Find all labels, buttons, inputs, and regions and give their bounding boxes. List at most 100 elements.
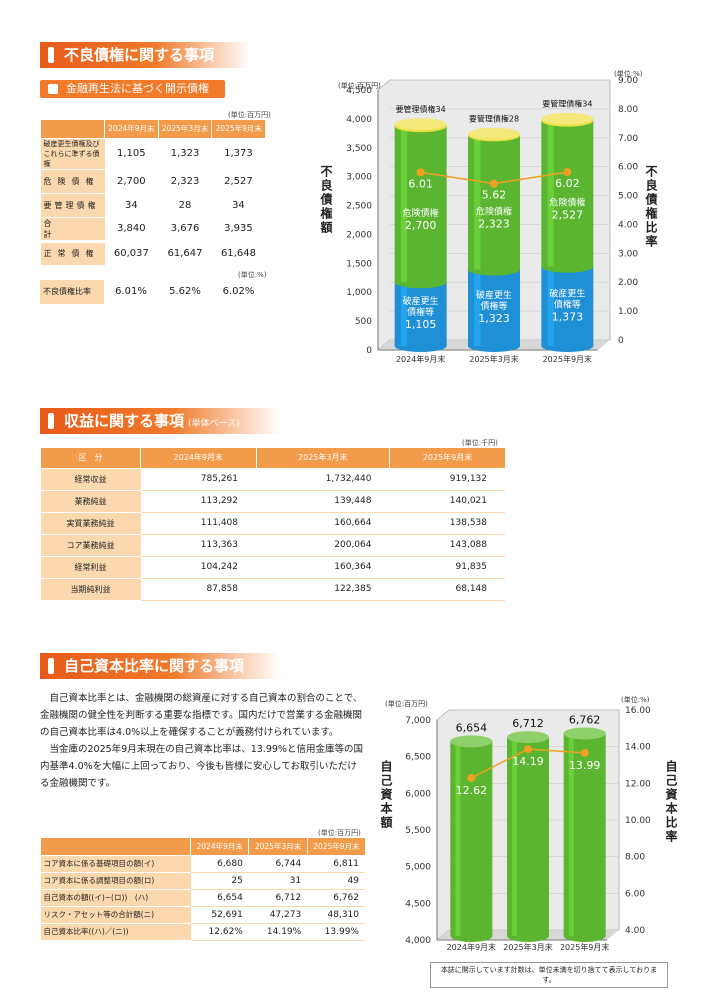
- chart2-ratio-point: [467, 773, 476, 782]
- col-header: 区 分: [40, 448, 141, 469]
- chart1-data-label: 1,323: [478, 312, 510, 325]
- chart1-y2tick: 6.00: [618, 163, 638, 173]
- table-row: 不良債権比率 6.01% 5.62% 6.02%: [40, 280, 265, 305]
- chart1-ratio-point: [416, 168, 425, 177]
- chart1-xtick: 2025年9月末: [543, 354, 592, 364]
- chart1-y2tick: 4.00: [618, 220, 638, 230]
- col-header: 2024年9月末: [189, 838, 249, 856]
- chart1-bar-0-bottom: [541, 340, 594, 352]
- chart1-bar-top: [394, 118, 447, 131]
- footnote: 本誌に開示しています計数は、単位未満を切り捨てて表示しております。: [430, 962, 668, 988]
- chart1-ytick: 2,500: [346, 202, 372, 212]
- chart1-bar-top: [468, 127, 520, 140]
- chart2-y2tick: 12.00: [625, 779, 651, 789]
- chart1-series-label: 債権等: [407, 306, 434, 318]
- chart1-series-label: 債権等: [554, 298, 581, 310]
- chart2-ytick: 5,500: [405, 826, 431, 836]
- unit-label: (単位:百万円): [318, 829, 361, 837]
- chart1-ytick: 3,000: [346, 173, 372, 183]
- unit-label: (単位:百万円): [228, 111, 271, 119]
- chart1-bar-0-shine: [547, 266, 554, 346]
- chart1-series-label: 危険債権: [476, 205, 512, 217]
- chart2-bar-shine: [455, 741, 461, 936]
- chart2-bar-bottom: [450, 930, 493, 942]
- chart1-y2tick: 3.00: [618, 249, 638, 259]
- table-row: 業務純益 113,292 139,448 140,021: [40, 490, 505, 513]
- chart1-ratio-label: 5.62: [482, 189, 507, 202]
- chart2-y2tick: 6.00: [625, 889, 645, 899]
- chart2-left-label: 自己資本額: [379, 760, 393, 830]
- chart1-bar-0-bottom: [468, 340, 520, 352]
- capital-description: 自己資本比率とは、金融機関の総資産に対する自己資本の割合のことで、金融機関の健全…: [40, 693, 363, 789]
- chart1-ytick: 1,000: [346, 288, 372, 298]
- chart2-ytick: 6,000: [405, 789, 431, 799]
- chart2-ratio-point: [580, 748, 589, 757]
- table-row: リスク・アセット等の合計額(ニ) 52,691 47,273 48,310: [40, 906, 365, 924]
- chart2-ytick: 7,000: [405, 716, 431, 726]
- chart1-right-label: 不良債権比率: [644, 165, 658, 249]
- col-header: 2025年9月末: [388, 448, 505, 469]
- chart2-bar-top: [450, 735, 493, 748]
- col-header: 2025年3月末: [255, 448, 390, 469]
- chart1-ytick: 500: [355, 317, 372, 327]
- chart2-ratio-label: 13.99: [569, 759, 601, 772]
- chart1-left-label: 不良債権額: [319, 165, 333, 235]
- table-row: 危険債権 2,700 2,323 2,527: [40, 169, 265, 194]
- chart1-data-label: 要管理債権34: [542, 99, 592, 109]
- table-row: 経常収益 785,261 1,732,440 919,132: [40, 468, 505, 491]
- subtitle-disclosure: 金融再生法に基づく開示債権: [40, 80, 225, 98]
- chart1-y2tick: 2.00: [618, 278, 638, 288]
- chart2-bar-shine: [568, 733, 574, 936]
- chart1-y2tick: 0: [618, 336, 624, 346]
- chart1-bar-1-bottom: [541, 260, 594, 273]
- chart1-data-label: 要管理債権28: [469, 114, 519, 124]
- chart1-series-label: 危険債権: [403, 207, 439, 219]
- chart1-xtick: 2025年3月末: [469, 354, 518, 364]
- chart2-xtick: 2025年3月末: [503, 942, 552, 952]
- chart1-series-label: 破産更生: [403, 295, 439, 307]
- npl-chart: (単位:百万円) (単位:%) 0 500 1,000 1,500 2,000 2,500 3,…: [338, 70, 643, 364]
- chart2-bar-bottom: [507, 930, 549, 942]
- section-title-income: 収益に関する事項 (単体ベース): [40, 408, 280, 434]
- table-row: コア資本に係る基礎項目の額(イ) 6,680 6,744 6,811: [40, 855, 365, 873]
- chart2-data-label: 6,712: [512, 717, 544, 730]
- chart1-xtick: 2024年9月末: [396, 354, 445, 364]
- chart1-data-label: 1,105: [405, 318, 437, 331]
- chart1-y2tick: 5.00: [618, 192, 638, 202]
- chart2-xtick: 2024年9月末: [447, 942, 496, 952]
- chart1-ytick: 4,500: [346, 86, 372, 96]
- chart1-bar-top: [541, 112, 594, 125]
- chart1-bar-0-shine: [474, 269, 481, 346]
- unit-label: (単位:千円): [462, 439, 498, 447]
- chart2-y2tick: 10.00: [625, 816, 651, 826]
- chart1-bar-1-bottom: [394, 276, 447, 289]
- chart2-ytick: 4,000: [405, 936, 431, 946]
- col-header: 2025年3月末: [157, 120, 212, 139]
- chart2-bar-shine: [512, 737, 518, 936]
- chart2-y2tick: 16.00: [625, 706, 651, 716]
- chart1-ratio-label: 6.01: [408, 177, 433, 190]
- chart1-y2-unit: (単位:%): [614, 70, 643, 78]
- unit-rate-label: (単位:%): [238, 271, 267, 279]
- chart1-y2tick: 7.00: [618, 134, 638, 144]
- chart2-data-label: 6,762: [569, 713, 601, 726]
- chart1-ratio-point: [563, 168, 572, 177]
- table-row: 破産更生債権及びこれらに準ずる債権 1,105 1,323 1,373: [40, 138, 265, 170]
- chart2-ytick: 6,500: [405, 753, 431, 763]
- table-row: 合計 3,840 3,676 3,935: [40, 217, 265, 243]
- chart1-ytick: 2,000: [346, 230, 372, 240]
- table-row: 実質業務純益 111,408 160,664 138,538: [40, 512, 505, 535]
- chart1-data-label: 2,323: [478, 217, 510, 230]
- chart2-bar-bottom: [563, 930, 606, 942]
- chart1-ytick: 0: [366, 346, 372, 356]
- chart2-y2-unit: (単位:%): [621, 695, 650, 704]
- table-row: 自己資本比率((ハ)／(ニ)) 12.62% 14.19% 13.99%: [40, 923, 365, 941]
- chart2-ytick: 5,000: [405, 863, 431, 873]
- chart1-bar-1-bottom: [468, 263, 520, 276]
- chart1-ratio-label: 6.02: [555, 177, 580, 190]
- table-row: 正常債権 60,037 61,647 61,648: [40, 241, 265, 266]
- npl-ratio-table: 不良債権比率 6.01% 5.62% 6.02%: [40, 280, 265, 305]
- chart1-data-label: 要管理債権34: [396, 104, 446, 114]
- chart2-ratio-point: [524, 745, 532, 754]
- capital-table: 2024年9月末 2025年3月末 2025年9月末 コア資本に係る基礎項目の額…: [40, 838, 365, 941]
